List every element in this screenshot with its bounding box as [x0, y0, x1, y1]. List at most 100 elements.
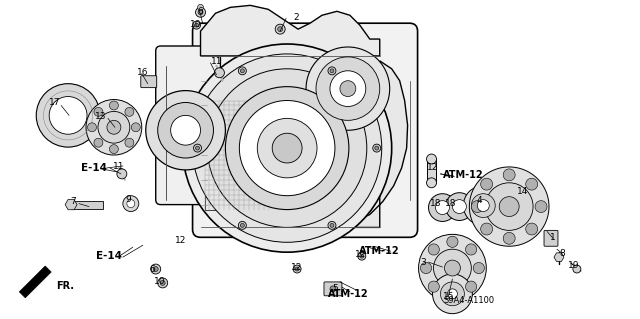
Circle shape — [435, 201, 449, 214]
Circle shape — [238, 67, 246, 75]
Circle shape — [428, 244, 440, 255]
Circle shape — [473, 263, 484, 274]
Circle shape — [131, 123, 140, 132]
FancyBboxPatch shape — [156, 46, 220, 204]
Circle shape — [275, 24, 285, 34]
Circle shape — [239, 100, 335, 196]
Circle shape — [293, 265, 301, 273]
Circle shape — [171, 115, 200, 145]
Circle shape — [426, 154, 436, 164]
Circle shape — [153, 267, 158, 271]
Circle shape — [157, 278, 168, 288]
Circle shape — [447, 289, 458, 300]
Polygon shape — [19, 266, 51, 298]
Text: 12: 12 — [175, 236, 186, 245]
Polygon shape — [65, 199, 77, 210]
Circle shape — [107, 120, 121, 134]
Circle shape — [503, 169, 515, 181]
Text: 11: 11 — [113, 162, 125, 171]
Circle shape — [241, 69, 244, 73]
Circle shape — [198, 4, 204, 10]
Text: 8: 8 — [559, 249, 565, 258]
Circle shape — [330, 71, 366, 107]
Text: 18: 18 — [429, 199, 441, 208]
Circle shape — [525, 178, 538, 190]
Circle shape — [358, 252, 366, 260]
Circle shape — [109, 101, 118, 110]
Circle shape — [278, 27, 283, 32]
Text: FR.: FR. — [56, 281, 74, 291]
Text: 7: 7 — [70, 197, 76, 206]
Text: 12: 12 — [427, 163, 438, 173]
Circle shape — [146, 91, 225, 170]
Text: 18: 18 — [445, 199, 456, 208]
Circle shape — [328, 221, 336, 229]
Circle shape — [440, 282, 465, 306]
Circle shape — [419, 234, 486, 302]
Circle shape — [157, 102, 214, 158]
Circle shape — [49, 97, 87, 134]
Circle shape — [214, 68, 225, 78]
Text: E-14: E-14 — [96, 251, 122, 261]
Text: 10: 10 — [190, 20, 202, 29]
Circle shape — [463, 186, 503, 226]
Text: 10: 10 — [154, 278, 166, 286]
Circle shape — [225, 87, 349, 210]
Text: ATM-12: ATM-12 — [328, 289, 368, 299]
Circle shape — [503, 232, 515, 244]
Circle shape — [330, 223, 334, 227]
Circle shape — [433, 274, 472, 314]
Circle shape — [481, 178, 493, 190]
Circle shape — [375, 146, 379, 150]
Circle shape — [428, 281, 440, 292]
Text: 16: 16 — [137, 68, 148, 77]
Circle shape — [241, 223, 244, 227]
Circle shape — [447, 236, 458, 247]
Circle shape — [573, 265, 581, 273]
Polygon shape — [316, 61, 408, 227]
Circle shape — [330, 69, 334, 73]
Circle shape — [182, 44, 392, 252]
Text: 17: 17 — [49, 98, 61, 107]
Polygon shape — [554, 253, 564, 262]
Circle shape — [196, 7, 205, 17]
FancyBboxPatch shape — [141, 76, 157, 88]
Circle shape — [445, 193, 474, 220]
Circle shape — [86, 100, 142, 155]
Circle shape — [272, 133, 302, 163]
Circle shape — [330, 286, 336, 292]
Circle shape — [207, 69, 367, 227]
Circle shape — [94, 108, 103, 116]
Circle shape — [340, 81, 356, 97]
Circle shape — [238, 221, 246, 229]
Circle shape — [125, 138, 134, 147]
Circle shape — [426, 178, 436, 188]
Text: 11: 11 — [211, 57, 222, 66]
Text: 5: 5 — [332, 284, 338, 293]
Bar — [71, 201, 103, 209]
Circle shape — [257, 118, 317, 178]
Text: 12: 12 — [291, 263, 303, 271]
Circle shape — [125, 108, 134, 116]
Text: 6: 6 — [198, 7, 204, 16]
Polygon shape — [200, 5, 380, 56]
Circle shape — [316, 57, 380, 120]
Circle shape — [535, 201, 547, 212]
Circle shape — [471, 194, 495, 218]
Text: 13: 13 — [95, 112, 107, 121]
Circle shape — [469, 167, 549, 246]
Circle shape — [193, 54, 381, 242]
Circle shape — [481, 223, 493, 235]
Text: 19: 19 — [568, 261, 580, 270]
Text: ATM-12: ATM-12 — [443, 170, 484, 180]
Circle shape — [109, 145, 118, 153]
Circle shape — [485, 183, 533, 230]
Circle shape — [306, 47, 390, 130]
Circle shape — [196, 146, 200, 150]
FancyBboxPatch shape — [324, 282, 342, 296]
Text: 3: 3 — [420, 258, 426, 267]
Circle shape — [444, 260, 460, 276]
Circle shape — [452, 200, 467, 213]
Text: 9: 9 — [125, 195, 131, 204]
Circle shape — [465, 244, 477, 255]
